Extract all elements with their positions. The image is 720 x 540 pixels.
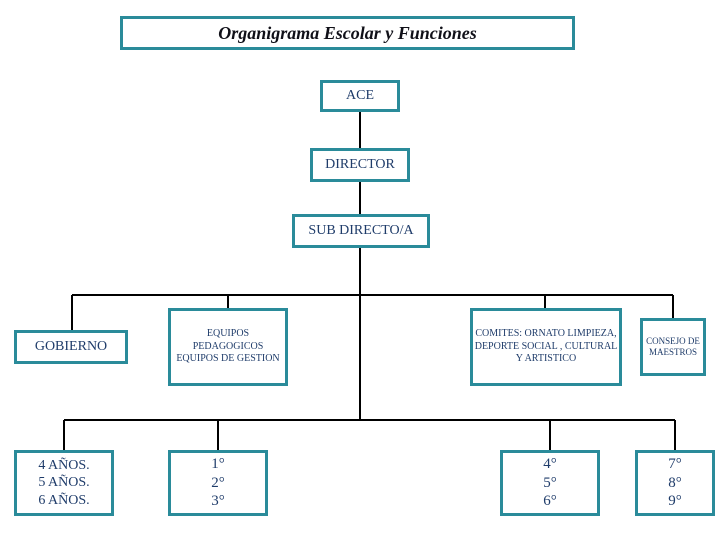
connector-5 xyxy=(227,295,229,308)
connector-7 xyxy=(672,295,674,318)
org-chart-stage: Organigrama Escolar y Funciones ACE DIRECT… xyxy=(0,0,720,540)
connector-4 xyxy=(71,295,73,330)
connector-13 xyxy=(674,420,676,450)
connector-11 xyxy=(217,420,219,450)
connector-0 xyxy=(359,112,361,148)
node-subdir: SUB DIRECTO/A xyxy=(292,214,430,248)
node-director: DIRECTOR xyxy=(310,148,410,182)
node-anos: 4 AÑOS. 5 AÑOS. 6 AÑOS. xyxy=(14,450,114,516)
connector-1 xyxy=(359,182,361,214)
connector-9 xyxy=(64,419,675,421)
connector-6 xyxy=(544,295,546,308)
node-equipos: EQUIPOS PEDAGOGICOS EQUIPOS DE GESTION xyxy=(168,308,288,386)
node-gobierno: GOBIERNO xyxy=(14,330,128,364)
connector-10 xyxy=(63,420,65,450)
node-grp2: 4° 5° 6° xyxy=(500,450,600,516)
connector-3 xyxy=(72,294,673,296)
title-box: Organigrama Escolar y Funciones xyxy=(120,16,575,50)
node-comites: COMITES: ORNATO LIMPIEZA, DEPORTE SOCIAL… xyxy=(470,308,622,386)
node-ace: ACE xyxy=(320,80,400,112)
connector-8 xyxy=(359,348,361,420)
node-consejo: CONSEJO DE MAESTROS xyxy=(640,318,706,376)
node-grp1: 1° 2° 3° xyxy=(168,450,268,516)
connector-12 xyxy=(549,420,551,450)
node-grp3: 7° 8° 9° xyxy=(635,450,715,516)
connector-2 xyxy=(359,248,361,348)
